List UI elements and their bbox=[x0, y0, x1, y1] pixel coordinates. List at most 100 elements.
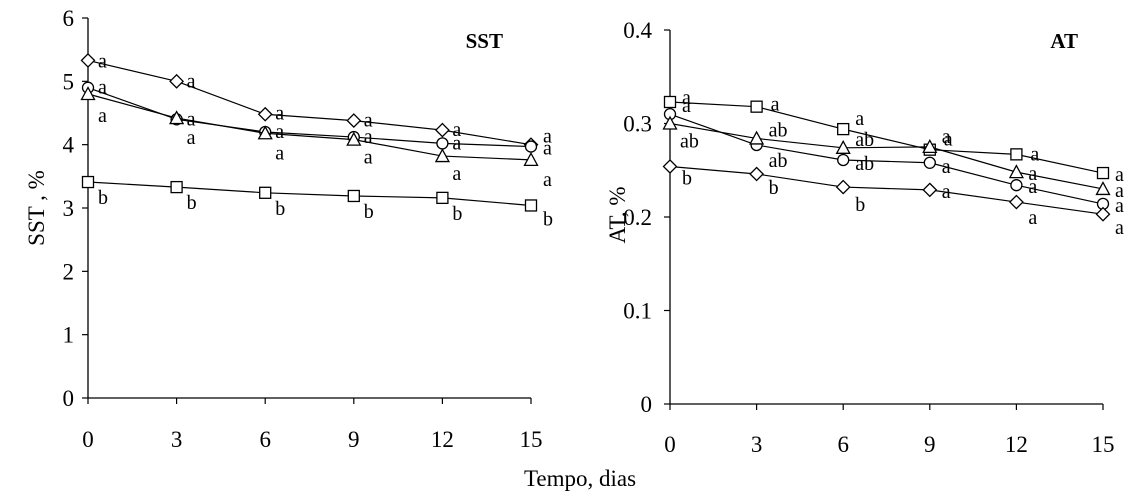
significance-letter: a bbox=[187, 127, 196, 149]
significance-letter: a bbox=[543, 138, 552, 160]
significance-letter: a bbox=[452, 132, 461, 154]
significance-letter: a bbox=[855, 108, 864, 130]
series-triangle: aaa aa a bbox=[80, 86, 552, 191]
x-tick-label: 0 bbox=[82, 427, 94, 452]
data-point-diamond bbox=[434, 122, 450, 138]
y-tick-label: 0 bbox=[63, 386, 75, 411]
x-tick-label: 3 bbox=[751, 432, 763, 457]
significance-letter: b bbox=[98, 187, 108, 209]
x-tick-label: 3 bbox=[171, 427, 183, 452]
significance-letter: a bbox=[275, 121, 284, 143]
significance-letter: b bbox=[543, 208, 553, 230]
significance-letter: a bbox=[682, 87, 691, 109]
data-point-square bbox=[347, 189, 360, 203]
significance-letter: a bbox=[942, 126, 951, 148]
data-point-diamond bbox=[80, 53, 96, 68]
significance-letter: a bbox=[275, 102, 284, 124]
significance-letter: a bbox=[1115, 217, 1124, 239]
significance-letter: a bbox=[452, 119, 461, 141]
data-point-square bbox=[170, 180, 183, 194]
data-point-diamond bbox=[662, 159, 678, 174]
series-line bbox=[669, 113, 1104, 205]
significance-letter: a bbox=[771, 94, 780, 116]
significance-letter: b bbox=[364, 201, 374, 223]
significance-letter: a bbox=[543, 126, 552, 148]
significance-letter: b bbox=[682, 168, 692, 190]
significance-letter: a bbox=[1028, 207, 1037, 229]
significance-letter: a bbox=[1028, 163, 1037, 185]
significance-letter: a bbox=[452, 163, 461, 185]
significance-letter: a bbox=[187, 70, 196, 92]
significance-letter: ab bbox=[769, 119, 788, 141]
x-tick-label: 6 bbox=[259, 427, 271, 452]
series-diamond: aaa a a a bbox=[80, 50, 552, 153]
significance-letter: ab bbox=[855, 129, 874, 151]
data-point-square bbox=[81, 175, 95, 189]
data-point-circle bbox=[923, 156, 936, 169]
data-point-triangle bbox=[169, 110, 185, 125]
data-point-triangle bbox=[922, 139, 938, 154]
significance-letter: a bbox=[543, 169, 552, 191]
significance-letter: b bbox=[187, 192, 197, 214]
significance-letter: a bbox=[98, 50, 107, 72]
data-point-triangle bbox=[1095, 181, 1111, 196]
data-point-triangle bbox=[346, 131, 362, 146]
data-point-triangle bbox=[749, 130, 765, 145]
significance-letter: a bbox=[1115, 164, 1124, 186]
data-point-square bbox=[1010, 148, 1023, 161]
significance-letter: a bbox=[364, 126, 373, 148]
significance-letter: a bbox=[98, 77, 107, 99]
data-point-triangle bbox=[835, 139, 851, 154]
x-tick-label: 0 bbox=[664, 432, 676, 457]
x-tick-label: 12 bbox=[1005, 432, 1028, 457]
data-point-square bbox=[1096, 166, 1110, 180]
data-point-diamond bbox=[346, 113, 362, 129]
y-tick-label: 0.1 bbox=[623, 299, 652, 324]
data-point-square bbox=[750, 100, 763, 113]
data-point-triangle bbox=[662, 115, 678, 130]
series-line bbox=[669, 101, 1104, 174]
significance-letter: a bbox=[98, 105, 107, 127]
series-line bbox=[669, 122, 1104, 190]
data-point-diamond bbox=[922, 182, 938, 198]
significance-letter: ab bbox=[680, 131, 699, 153]
data-point-triangle bbox=[523, 152, 539, 167]
y-axis-title: SST , % bbox=[24, 170, 49, 246]
y-tick-label: 0 bbox=[641, 392, 653, 417]
significance-letter: a bbox=[944, 129, 953, 151]
data-point-square bbox=[259, 186, 272, 199]
series-line bbox=[87, 59, 532, 146]
significance-letter: ab bbox=[855, 153, 874, 175]
data-point-triangle bbox=[80, 86, 96, 101]
data-point-triangle bbox=[257, 125, 273, 140]
y-tick-label: 2 bbox=[63, 259, 75, 284]
y-tick-label: 0.4 bbox=[623, 18, 652, 43]
data-point-square bbox=[663, 95, 677, 109]
data-point-square bbox=[436, 191, 449, 205]
y-tick-label: 0.2 bbox=[623, 205, 652, 230]
x-tick-label: 9 bbox=[924, 432, 936, 457]
series-line bbox=[87, 93, 532, 161]
data-point-triangle bbox=[434, 148, 450, 163]
significance-letter: a bbox=[1115, 180, 1124, 202]
significance-letter: a bbox=[1030, 143, 1039, 165]
significance-letter: b bbox=[855, 194, 865, 216]
data-point-diamond bbox=[1095, 206, 1111, 222]
data-point-square bbox=[837, 122, 850, 136]
chart-title: SST bbox=[466, 29, 503, 53]
significance-letter: ab bbox=[769, 150, 788, 172]
x-tick-label: 6 bbox=[837, 432, 849, 457]
data-point-circle bbox=[1010, 179, 1023, 192]
significance-letter: a bbox=[364, 110, 373, 132]
significance-letter: b bbox=[275, 198, 285, 220]
significance-letter: b bbox=[769, 177, 779, 199]
y-tick-label: 5 bbox=[63, 69, 75, 94]
data-point-circle bbox=[837, 153, 850, 167]
x-tick-label: 15 bbox=[1092, 432, 1115, 457]
significance-letter: a bbox=[275, 142, 284, 164]
